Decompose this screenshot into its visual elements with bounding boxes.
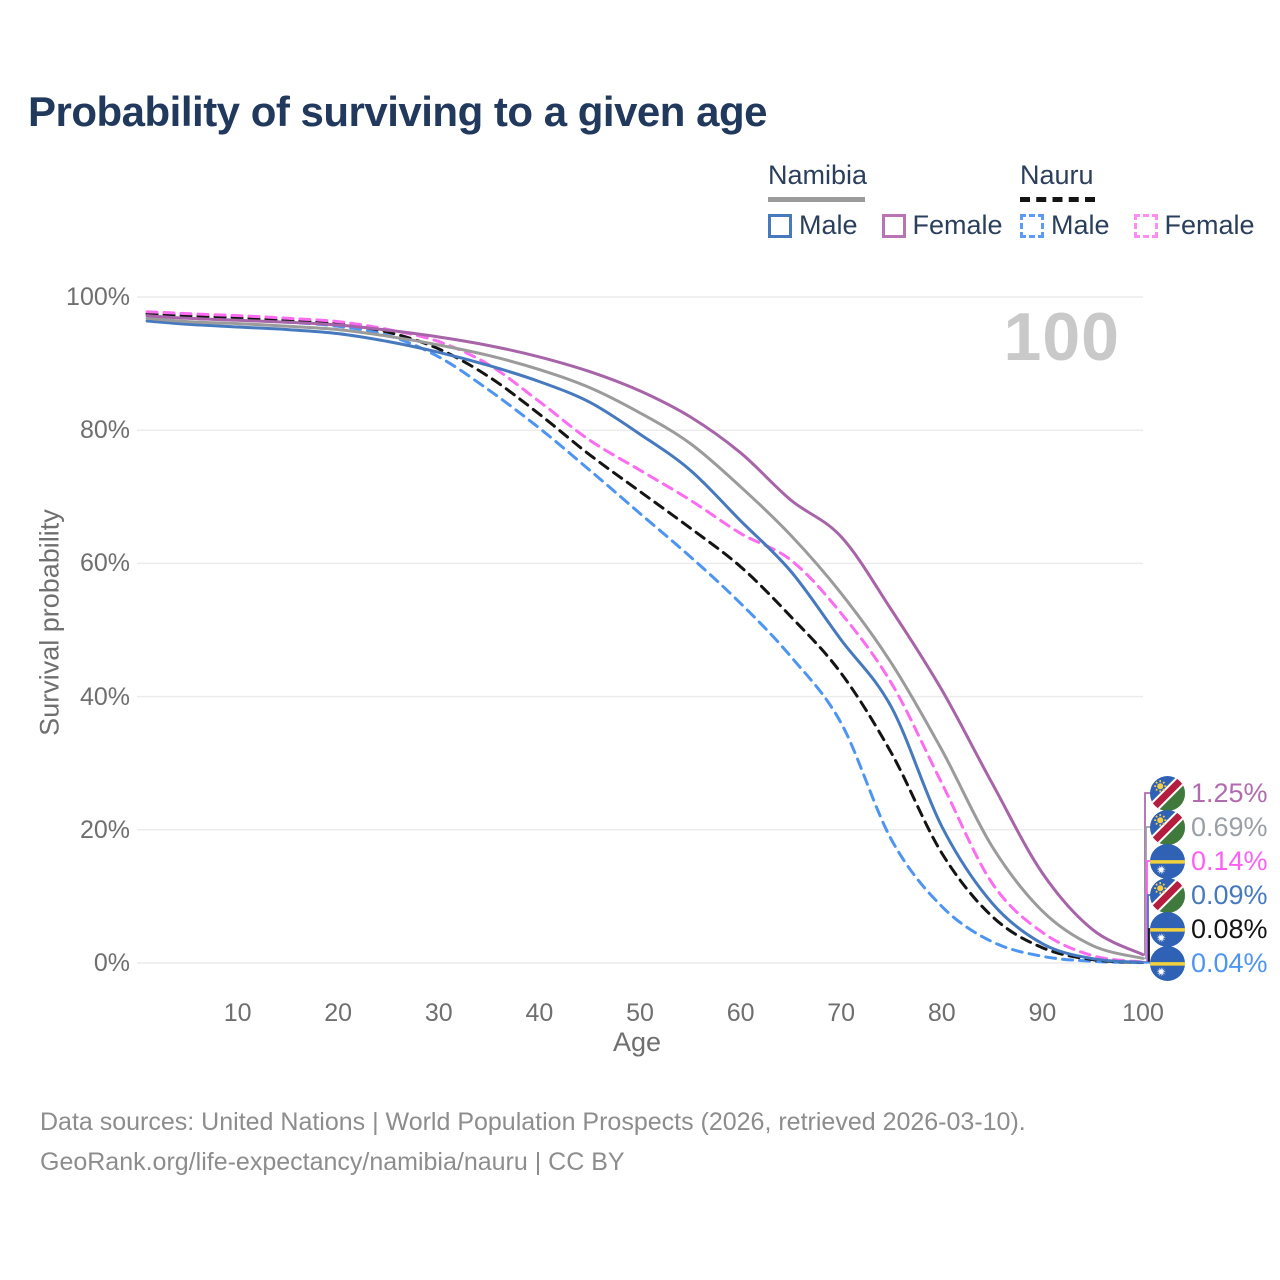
end-label-row: 0.08% — [1150, 912, 1268, 947]
end-label-value: 0.69% — [1191, 812, 1268, 842]
legend-group-nauru: Nauru Male Female — [1020, 160, 1255, 241]
series-line-nauru-female — [145, 310, 1145, 964]
end-label-value: 1.25% — [1191, 778, 1268, 808]
end-label-connector — [1143, 792, 1152, 956]
legend-country-nauru: Nauru — [1020, 160, 1094, 190]
legend-item-namibia-male[interactable]: Male — [768, 210, 858, 241]
legend-item-label: Female — [1164, 210, 1255, 240]
nauru-flag-icon — [1150, 844, 1185, 879]
y-tick-label: 0% — [93, 949, 130, 977]
legend-group-namibia: Namibia Male Female — [768, 160, 1003, 241]
series-line-namibia-total — [145, 316, 1145, 960]
nauru-male-swatch-icon — [1020, 213, 1044, 238]
series-line-namibia-male — [145, 319, 1145, 964]
y-tick-label: 20% — [79, 815, 130, 844]
legend-item-label: Male — [1051, 210, 1110, 240]
namibia-flag-icon — [1150, 878, 1185, 913]
x-tick-label: 90 — [1028, 999, 1057, 1027]
end-label-row: 0.09% — [1150, 878, 1268, 913]
x-tick-label: 10 — [223, 999, 252, 1027]
y-axis-label: Survival probability — [34, 509, 65, 736]
namibia-female-swatch-icon — [881, 213, 906, 238]
legend-item-nauru-female[interactable]: Female — [1133, 210, 1255, 241]
end-label-row: 0.14% — [1150, 844, 1268, 879]
end-label-connector — [1143, 826, 1152, 960]
x-tick-label: 60 — [726, 999, 755, 1027]
age-watermark: 100 — [1003, 299, 1120, 375]
nauru-flag-icon — [1150, 912, 1185, 947]
legend-item-namibia-female[interactable]: Female — [881, 210, 1003, 241]
x-tick-label: 50 — [626, 999, 654, 1027]
end-label-row: 0.69% — [1150, 810, 1268, 845]
namibia-male-swatch-icon — [768, 213, 792, 238]
legend-country-namibia: Namibia — [768, 160, 868, 190]
y-tick-label: 60% — [79, 549, 130, 578]
end-label-value: 0.04% — [1191, 948, 1268, 978]
legend-item-nauru-male[interactable]: Male — [1020, 210, 1110, 241]
series-line-nauru-total — [145, 312, 1145, 964]
namibia-flag-icon — [1150, 776, 1185, 811]
legend-underline-namibia-line-sample — [768, 197, 865, 202]
x-tick-label: 40 — [525, 999, 554, 1027]
end-label-value: 0.14% — [1191, 846, 1268, 876]
x-tick-label: 70 — [827, 999, 856, 1027]
y-tick-label: 100% — [66, 283, 130, 311]
series-line-nauru-male — [145, 314, 1145, 965]
x-tick-label: 20 — [324, 999, 353, 1027]
end-label-value: 0.08% — [1191, 914, 1268, 944]
x-tick-label: 80 — [927, 999, 956, 1027]
end-label-row: 0.04% — [1150, 946, 1268, 981]
namibia-flag-icon — [1150, 810, 1185, 845]
y-tick-label: 40% — [79, 682, 130, 711]
legend-item-label: Male — [799, 210, 858, 240]
nauru-female-swatch-icon — [1133, 213, 1158, 238]
x-tick-label: 30 — [424, 999, 453, 1027]
legend-item-label: Female — [912, 210, 1003, 240]
legend-underline-nauru-line-sample — [1020, 197, 1095, 202]
x-axis-label: Age — [613, 1027, 662, 1057]
x-tick-label: 100 — [1122, 999, 1164, 1027]
nauru-flag-icon — [1150, 946, 1185, 981]
y-tick-label: 80% — [79, 416, 130, 445]
end-label-row: 1.25% — [1150, 776, 1268, 811]
footer-attribution: GeoRank.org/life-expectancy/namibia/naur… — [40, 1148, 625, 1176]
page-title: Probability of surviving to a given age — [28, 88, 767, 135]
series-line-namibia-female — [145, 314, 1145, 957]
footer-data-sources: Data sources: United Nations | World Pop… — [40, 1108, 1026, 1136]
end-label-value: 0.09% — [1191, 880, 1268, 910]
